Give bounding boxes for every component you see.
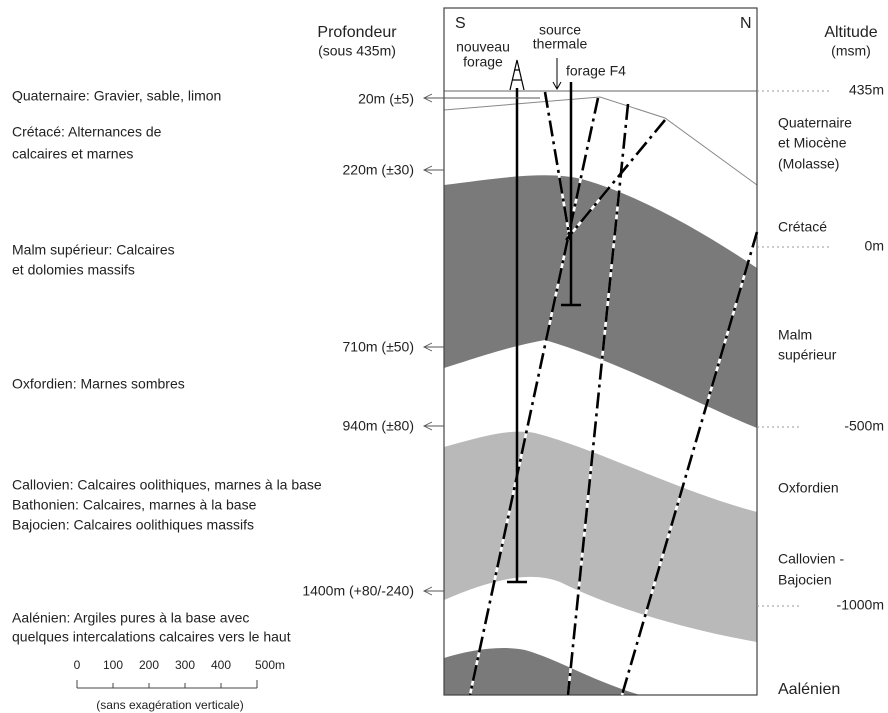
altitude-label: 0m [865,238,884,254]
aalenien-layer [444,647,640,695]
well-label: forage F4 [566,63,626,79]
scale-tick-label: 300 [175,658,195,672]
quaternary-boundary [443,96,758,186]
unit-description: Callovien: Calcaires oolithiques, marnes… [12,477,322,493]
depth-arrows [422,93,540,596]
section-layers [443,7,758,696]
unit-description: Oxfordien: Marnes sombres [12,376,185,392]
well-label: source [539,22,581,38]
scale-caption: (sans exagération verticale) [96,698,243,712]
unit-description: quelques intercalations calcaires vers l… [12,629,291,645]
compass-south: S [455,15,466,32]
depth-label: 1400m (+80/-240) [302,583,414,599]
formation-label: Oxfordien [778,480,839,496]
depth-label: 710m (±50) [343,339,415,355]
unit-description: calcaires et marnes [12,146,133,162]
unit-description: Crétacé: Alternances de [12,124,162,140]
altitude-label: -1000m [837,597,884,613]
altitude-subheader: (msm) [831,43,871,59]
unit-description: et dolomies massifs [12,262,135,278]
fault-line [620,231,759,696]
scale-tick-label: 500m [255,658,285,672]
spring-arrow [552,58,562,91]
formation-label: et Miocène [778,135,847,151]
fault-line [564,119,667,241]
malm-layer [444,175,757,428]
formation-label: (Molasse) [778,156,839,172]
fault-line [543,91,572,241]
unit-description: Malm supérieur: Calcaires [12,242,175,258]
altitude-label: 435m [849,82,884,98]
unit-description: Aalénien: Argiles pures à la base avec [12,610,249,626]
well-label: thermale [533,36,588,52]
formation-label: Bajocien [778,572,832,588]
scale-bar [76,680,258,689]
compass-north: N [740,15,752,32]
scale-tick-label: 200 [139,658,159,672]
derrick-icon [509,59,525,91]
fault-line [468,97,600,696]
faults [468,91,759,696]
altitude-guides [757,90,830,607]
altitude-label: -500m [844,418,884,434]
depth-header: Profondeur [317,24,397,41]
depth-subheader: (sous 435m) [318,43,396,59]
formation-label: Quaternaire [778,115,852,131]
formation-label: Malm [778,327,812,343]
formation-label: Callovien - [778,551,844,567]
wells [507,58,581,584]
formation-label: Crétacé [778,219,827,235]
scale-tick-label: 100 [103,658,123,672]
scale-tick-label: 400 [211,658,231,672]
well-label: forage [463,54,503,70]
formation-label: supérieur [778,347,837,363]
section-frame [443,7,758,696]
well-label: nouveau [456,39,510,55]
unit-description: Quaternaire: Gravier, sable, limon [12,88,221,104]
depth-label: 20m (±5) [358,91,414,107]
unit-description: Bajocien: Calcaires oolithiques massifs [12,517,254,533]
callovien-layer [444,431,757,642]
altitude-header: Altitude [824,24,877,41]
formation-label: Aalénien [778,681,840,698]
scale-tick-label: 0 [74,658,81,672]
fault-line [566,103,630,696]
depth-label: 940m (±80) [343,418,415,434]
unit-description: Bathonien: Calcaires, marnes à la base [12,497,257,513]
depth-label: 220m (±30) [343,162,415,178]
